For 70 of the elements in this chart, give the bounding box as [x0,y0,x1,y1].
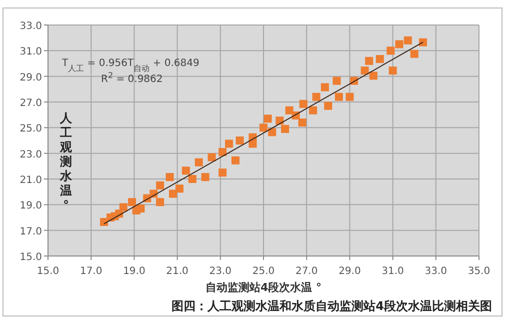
point [299,100,308,108]
y-tick-label: 21.0 [20,175,42,186]
point [312,92,320,101]
x-tick-label: 19.0 [123,266,146,277]
y-tick-label: 27.0 [20,98,42,109]
point [376,55,384,64]
point [231,156,240,164]
annotation: T$_{人工}$ = 0.956T$_{自动}$ + 0.6849 [61,58,200,72]
point [208,153,216,162]
x-tick-label: 29.0 [338,266,361,277]
point [136,204,145,213]
x-tick-label: 23.0 [209,266,232,277]
point [236,136,244,144]
point [309,106,318,114]
point [395,40,404,48]
point [166,173,174,182]
point [410,50,418,58]
point [332,76,341,85]
point [418,38,427,46]
x-tick-label: 15.0 [36,266,60,277]
point [201,173,210,182]
y-tick-label: 17.0 [20,226,42,238]
point [225,140,234,148]
point [388,66,397,75]
point [268,128,276,136]
annotation: R$^{2}$ = 0.9862 [101,70,163,85]
point [324,102,332,110]
point [369,72,378,80]
point [386,46,395,55]
x-tick-label: 17.0 [80,266,102,277]
x-tick-label: 27.0 [295,266,318,277]
text: 图四：人工观测水温和水质自动监测站4段次水温比测相关图 [172,299,492,313]
point [281,124,290,133]
point [168,190,177,198]
x-tick-label: 21.0 [166,266,188,277]
point [365,56,374,65]
point [128,198,136,206]
point [188,175,196,183]
point [276,116,284,125]
y-tick-label: 19.0 [20,200,42,212]
point [119,203,128,212]
x-tick-label: 33.0 [424,266,448,277]
point [218,168,227,177]
x-tick-label: 31.0 [382,266,404,277]
y-tick-label: 29.0 [20,72,42,84]
y-tick-label: 25.0 [20,124,42,135]
point [346,92,354,101]
point [298,118,306,127]
point [175,184,184,193]
point [320,83,329,92]
x-tick-label: 25.0 [252,266,275,277]
y-tick-label: 33.0 [20,21,42,32]
point [218,148,227,156]
y-tick-label: 15.0 [20,252,42,263]
y-axis-title: 人工观测水温° [59,111,73,212]
point [404,36,412,44]
point [182,166,190,175]
point [248,140,257,148]
point [264,114,272,123]
point [260,124,268,132]
x-tick-label: 35.0 [468,266,490,277]
x-axis-title: 自动监测站4段次水温 ° [206,281,322,294]
point [156,181,164,190]
point [285,106,294,114]
y-tick-label: 31.0 [20,46,42,58]
point [334,92,343,101]
point [194,158,203,166]
point [156,198,164,206]
point [360,66,369,75]
y-tick-label: 23.0 [20,149,42,160]
